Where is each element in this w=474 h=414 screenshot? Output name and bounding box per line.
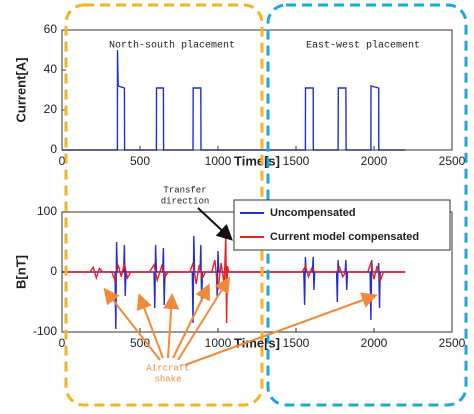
shake-label: shake xyxy=(154,374,181,384)
y-tick-label: 0 xyxy=(50,142,57,156)
transfer-arrow xyxy=(197,207,233,241)
shake-arrows xyxy=(103,276,378,366)
east-west-box xyxy=(266,3,468,407)
shake-label: Aircraft xyxy=(146,363,189,373)
data-line xyxy=(62,235,406,324)
transfer-label: Transfer xyxy=(163,185,206,195)
axes-frame xyxy=(61,29,453,151)
plot-area xyxy=(62,30,452,150)
x-tick-label: 0 xyxy=(59,336,66,350)
legend-box xyxy=(233,199,451,251)
x-tick-label: 0 xyxy=(59,154,66,168)
y-tick-label: 20 xyxy=(44,102,58,116)
transfer-label: direction xyxy=(161,196,210,206)
x-tick-label: 1500 xyxy=(283,154,310,168)
y-axis-label: B[nT] xyxy=(13,255,28,289)
x-axis-label: Time[s] xyxy=(234,153,280,168)
x-tick-label: 2500 xyxy=(439,336,466,350)
y-tick-label: 60 xyxy=(44,22,58,36)
north-south-label: North-south placement xyxy=(109,40,235,52)
x-tick-label: 2000 xyxy=(361,336,388,350)
east-west-label: East-west placement xyxy=(306,40,420,52)
x-tick-label: 500 xyxy=(130,154,150,168)
legend-label: Uncompensated xyxy=(270,207,356,219)
y-tick-label: 40 xyxy=(44,62,58,76)
y-tick-label: 100 xyxy=(37,204,57,218)
y-tick-label: 0 xyxy=(50,264,57,278)
x-tick-label: 1000 xyxy=(205,336,232,350)
y-axis-label: Current[A] xyxy=(13,58,28,123)
x-tick-label: 2000 xyxy=(361,154,388,168)
x-tick-label: 2500 xyxy=(439,154,466,168)
legend-label: Current model compensated xyxy=(270,231,419,243)
x-tick-label: 1500 xyxy=(283,336,310,350)
x-tick-label: 1000 xyxy=(205,154,232,168)
y-tick-label: -100 xyxy=(33,324,57,338)
